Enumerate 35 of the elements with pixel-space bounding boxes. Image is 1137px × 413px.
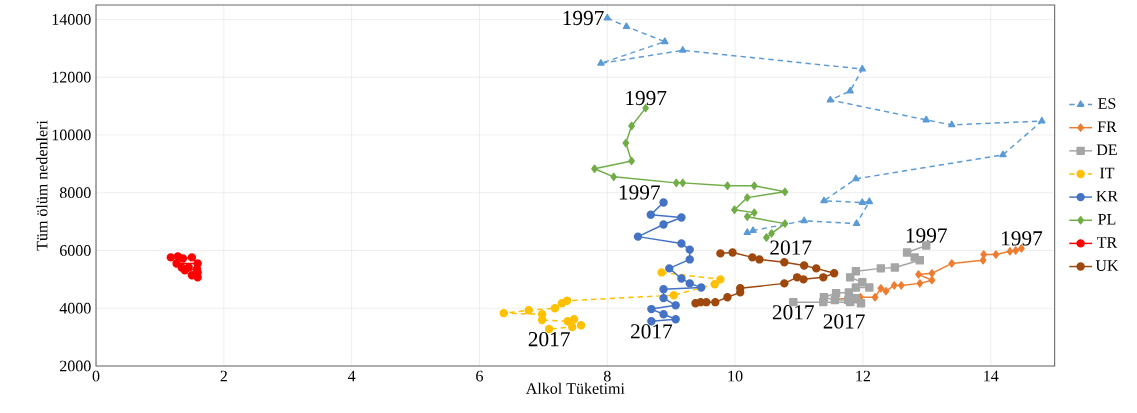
annotation: 1997	[619, 185, 660, 200]
y-axis-title: Tüm ölüm nedenleri	[36, 120, 48, 251]
x-tick-label: 12	[856, 370, 871, 382]
x-tick-label: 2	[220, 370, 227, 382]
legend-label: FR	[1097, 121, 1117, 132]
x-tick-label: 6	[476, 370, 483, 382]
y-tick-label: 2000	[60, 360, 91, 372]
annotation: 2017	[631, 324, 673, 339]
annotation: 2017	[772, 305, 814, 320]
y-tick-label: 12000	[52, 71, 91, 83]
legend-label: UK	[1095, 260, 1119, 271]
legend-label: IT	[1100, 167, 1115, 179]
y-tick-label: 10000	[52, 129, 91, 141]
legend-label: PL	[1098, 214, 1116, 225]
x-tick-label: 14	[984, 370, 999, 382]
annotation: 2017	[823, 314, 865, 329]
legend-label: TR	[1097, 237, 1118, 248]
x-tick-label: 4	[347, 370, 356, 382]
y-tick-label: 6000	[60, 245, 91, 256]
legend-label: DE	[1096, 144, 1117, 156]
x-tick-label: 8	[603, 370, 611, 382]
annotation: 1997	[906, 228, 947, 243]
legend-label: ES	[1098, 98, 1116, 109]
y-tick-label: 14000	[52, 14, 91, 25]
x-axis-title: Alkol Tüketimi	[525, 382, 625, 394]
y-tick-label: 4000	[59, 302, 91, 314]
annotation: 2017	[528, 331, 570, 347]
annotation: 1997	[563, 10, 604, 26]
legend-label: KR	[1096, 190, 1119, 202]
y-tick-label: 8000	[59, 187, 91, 199]
x-tick-label: 10	[728, 370, 743, 382]
annotation: 1997	[626, 90, 667, 106]
annotation: 2017	[770, 240, 812, 255]
x-tick-label: 0	[92, 370, 100, 382]
annotation: 1997	[1001, 231, 1043, 246]
